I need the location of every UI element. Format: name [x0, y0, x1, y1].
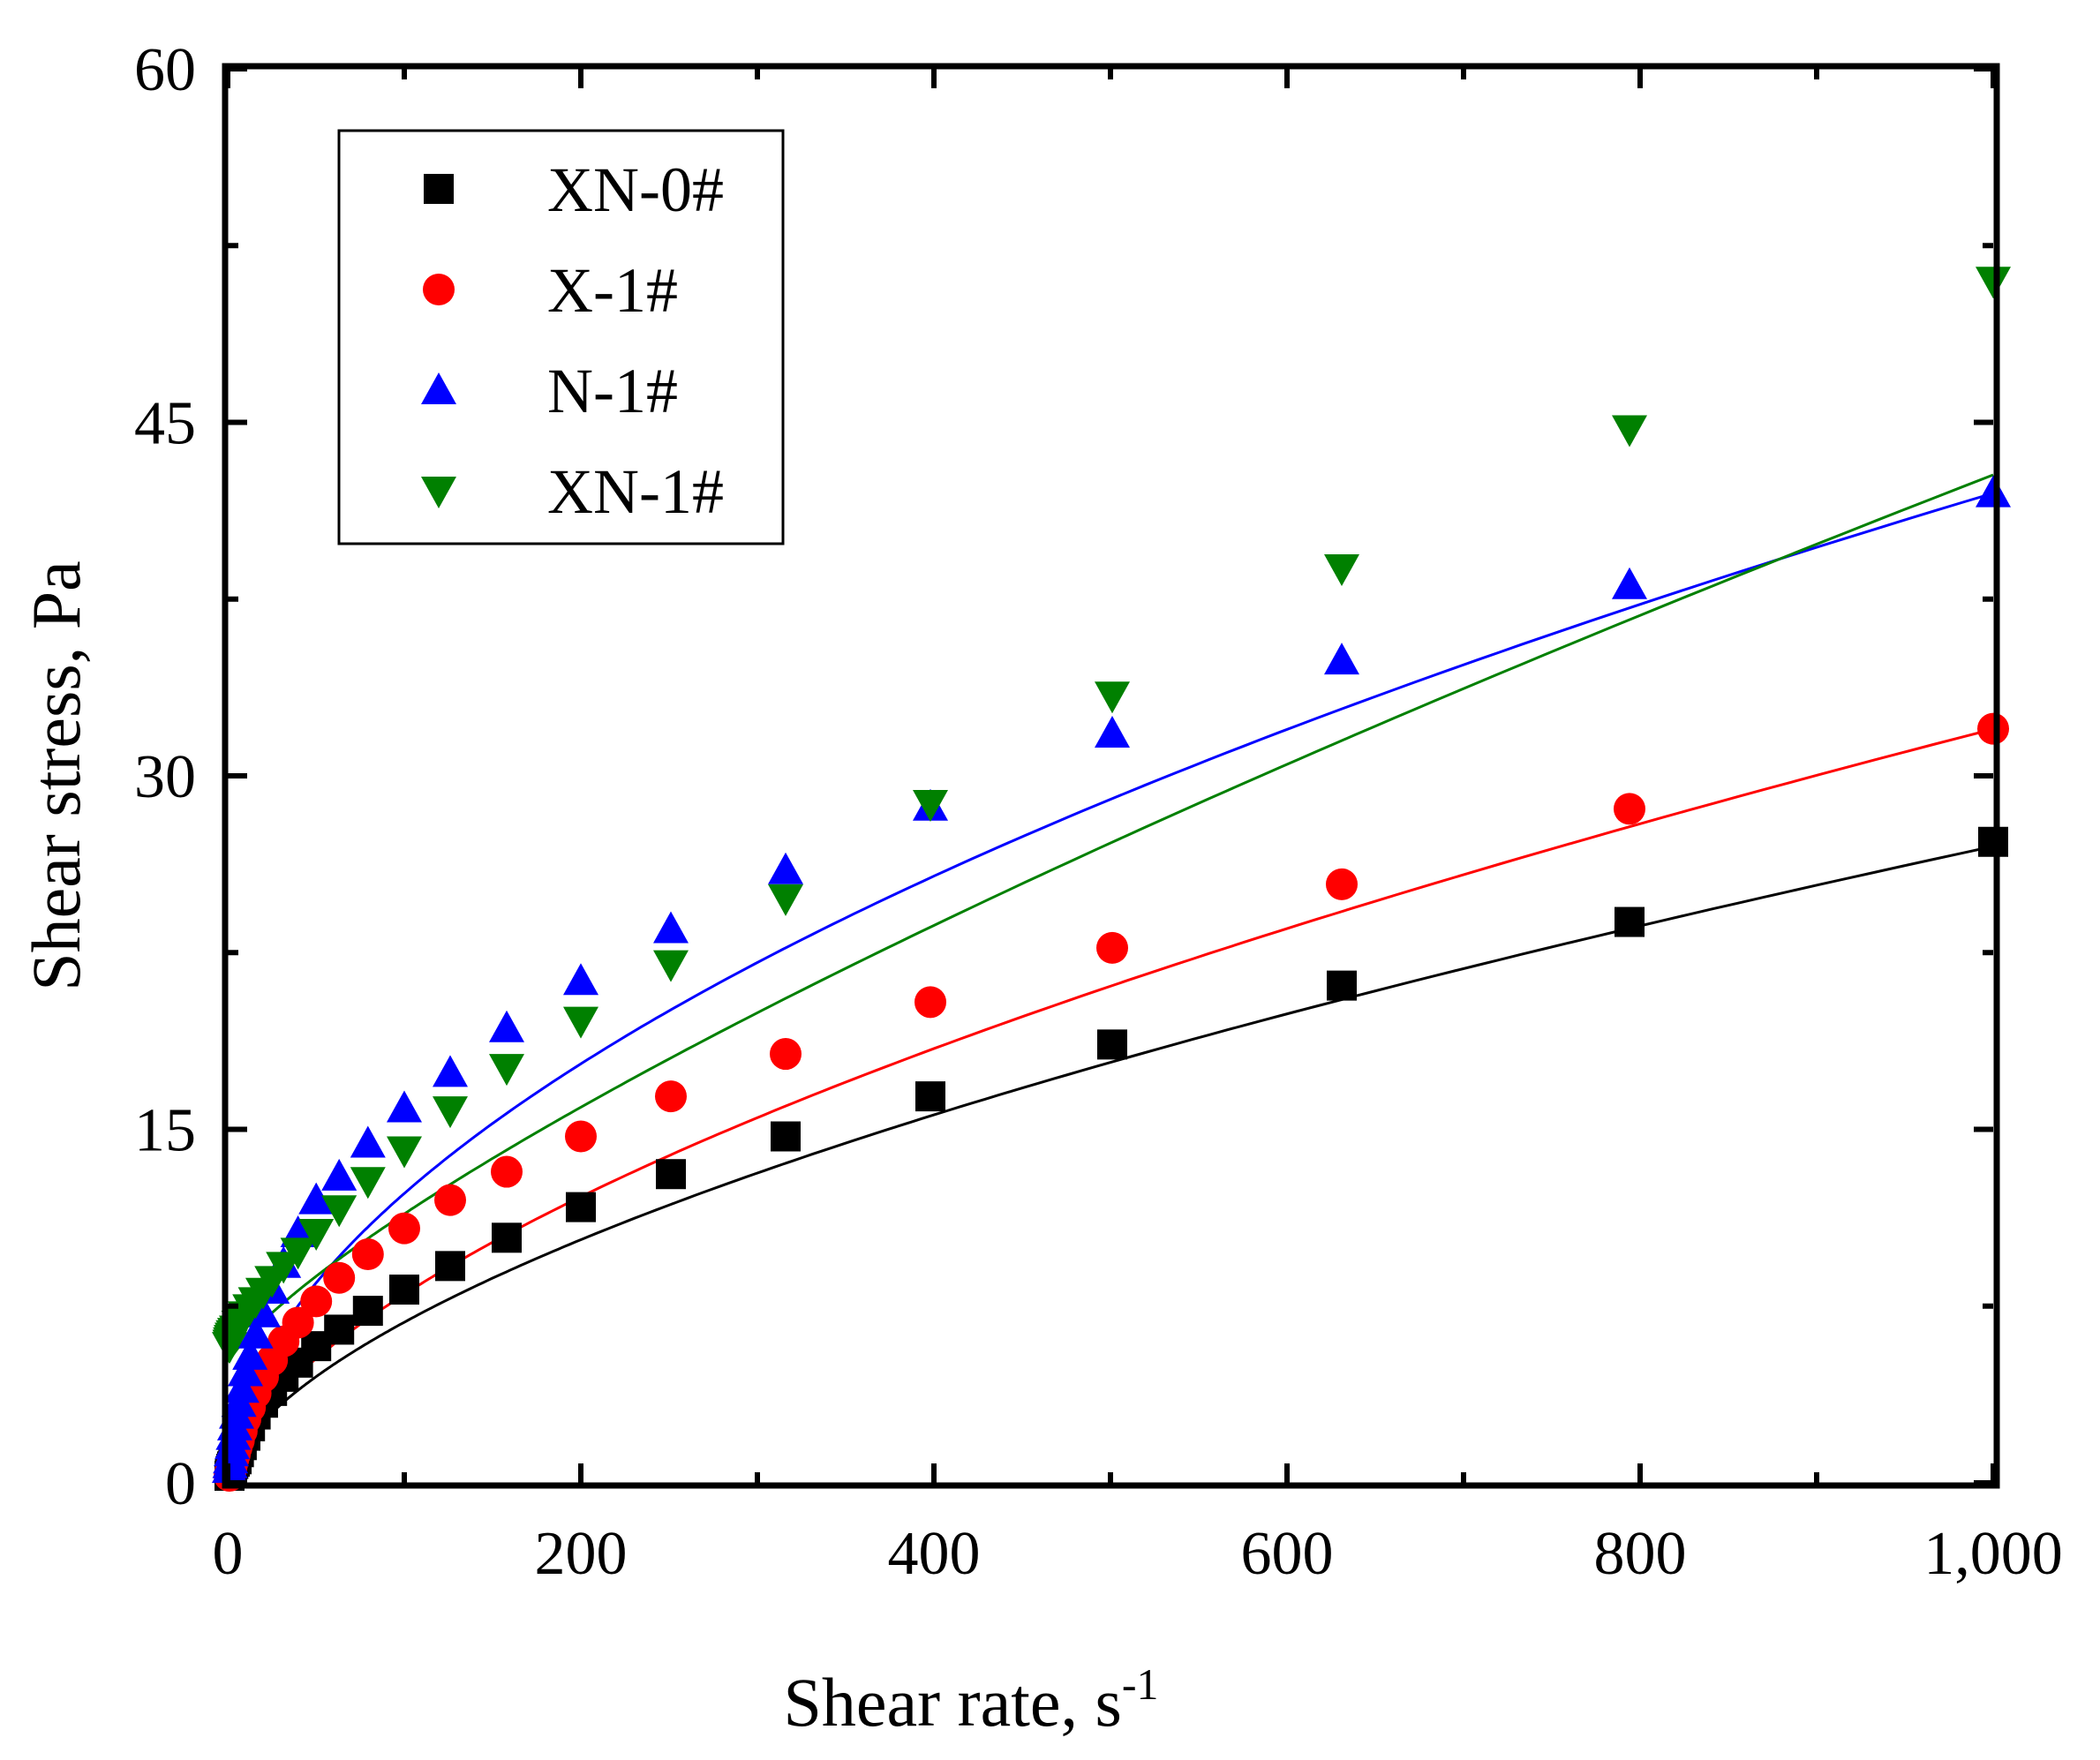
data-point-x-1 [1614, 793, 1645, 825]
x-tick-label: 1,000 [1923, 1520, 2063, 1588]
data-point-xn-1 [298, 1218, 335, 1251]
data-point-xn-0 [566, 1192, 596, 1222]
data-point-xn-0 [771, 1121, 801, 1152]
x-axis-title-superscript: -1 [1122, 1659, 1159, 1709]
data-point-n-1 [321, 1158, 358, 1191]
data-point-xn-1 [489, 1054, 524, 1087]
data-point-xn-1 [1324, 554, 1359, 587]
data-point-xn-1 [768, 884, 803, 916]
data-markers [212, 267, 2011, 1492]
x-tick-label: 200 [535, 1520, 628, 1588]
y-tick-label: 0 [165, 1450, 196, 1518]
plot-frame [222, 63, 2000, 1489]
data-point-x-1 [282, 1306, 314, 1339]
legend-label-n-1: N-1# [547, 356, 678, 426]
data-point-xn-0 [1097, 1029, 1127, 1060]
data-point-xn-0 [656, 1159, 686, 1190]
data-point-n-1 [350, 1125, 386, 1158]
data-point-n-1 [232, 1337, 268, 1370]
data-point-n-1 [1612, 567, 1647, 599]
data-point-n-1 [387, 1090, 422, 1123]
data-point-xn-1 [266, 1252, 302, 1284]
data-point-xn-0 [324, 1314, 355, 1345]
data-point-x-1 [1977, 712, 2009, 745]
data-point-xn-0 [915, 1081, 945, 1112]
legend: XN-0# X-1# N-1# XN-1# [337, 129, 785, 545]
data-point-xn-0 [492, 1222, 522, 1253]
y-tick-label: 15 [134, 1097, 196, 1165]
legend-label-x-1: X-1# [547, 255, 678, 326]
legend-marker-x-1 [423, 274, 455, 305]
fit-lines [227, 473, 1994, 1477]
x-tick-label: 600 [1241, 1520, 1334, 1588]
data-point-n-1 [228, 1354, 263, 1387]
data-point-n-1 [653, 911, 689, 944]
legend-marker-n-1 [421, 372, 456, 404]
x-axis-title: Shear rate, s-1 [784, 1659, 1159, 1741]
tick-labels: 0 200 400 600 800 1,000 0 15 30 45 60 [134, 36, 2063, 1588]
data-point-x-1 [1326, 868, 1358, 900]
data-point-xn-0 [352, 1296, 383, 1327]
data-point-x-1 [655, 1080, 687, 1113]
data-point-x-1 [434, 1184, 466, 1216]
data-point-xn-0 [1615, 906, 1645, 937]
data-point-xn-0 [1978, 826, 2008, 857]
data-point-n-1 [245, 1295, 281, 1328]
legend-items: XN-0# X-1# N-1# XN-1# [421, 154, 724, 527]
data-point-x-1 [1096, 931, 1128, 964]
data-point-x-1 [915, 986, 946, 1019]
data-point-x-1 [491, 1155, 523, 1188]
fit-line-n-1 [227, 492, 1994, 1466]
x-tick-label: 400 [888, 1520, 981, 1588]
legend-box [337, 129, 785, 545]
data-point-x-1 [770, 1038, 802, 1071]
data-point-x-1 [300, 1285, 333, 1318]
data-point-xn-1 [1612, 415, 1647, 448]
axis-ticks [225, 66, 1996, 1485]
data-point-x-1 [323, 1261, 356, 1294]
data-point-n-1 [768, 852, 803, 884]
legend-marker-xn-1 [421, 477, 456, 508]
data-point-n-1 [433, 1055, 468, 1087]
data-point-xn-1 [387, 1136, 422, 1169]
y-tick-label: 45 [134, 390, 196, 458]
fit-line-x-1 [227, 727, 1994, 1476]
data-point-xn-1 [321, 1195, 358, 1228]
data-point-n-1 [1095, 715, 1130, 748]
data-point-x-1 [351, 1238, 384, 1271]
x-tick-label: 0 [213, 1520, 244, 1588]
y-tick-label: 60 [134, 36, 196, 104]
data-point-xn-0 [389, 1275, 419, 1305]
data-point-xn-1 [433, 1096, 468, 1129]
data-point-xn-1 [913, 790, 948, 823]
x-tick-label: 800 [1594, 1520, 1687, 1588]
legend-label-xn-1: XN-1# [547, 456, 724, 527]
data-point-n-1 [1976, 475, 2011, 508]
data-point-n-1 [1324, 643, 1359, 675]
data-point-n-1 [298, 1182, 335, 1215]
legend-label-xn-0: XN-0# [547, 154, 724, 225]
data-point-x-1 [388, 1212, 420, 1245]
y-tick-label: 30 [134, 743, 196, 811]
legend-marker-xn-0 [424, 174, 454, 204]
data-point-xn-1 [280, 1237, 316, 1270]
data-point-xn-1 [653, 950, 689, 982]
data-point-xn-0 [1327, 970, 1357, 1001]
data-point-xn-1 [350, 1167, 386, 1200]
data-point-n-1 [237, 1316, 274, 1349]
data-point-xn-0 [435, 1251, 465, 1282]
data-point-n-1 [223, 1371, 260, 1403]
data-point-xn-1 [563, 1006, 598, 1039]
data-point-xn-1 [1976, 267, 2011, 299]
data-point-n-1 [563, 963, 598, 996]
data-point-xn-1 [1095, 681, 1130, 714]
y-axis-title: Shear stress, Pa [18, 560, 94, 990]
data-point-x-1 [565, 1120, 597, 1153]
data-point-n-1 [489, 1010, 524, 1042]
